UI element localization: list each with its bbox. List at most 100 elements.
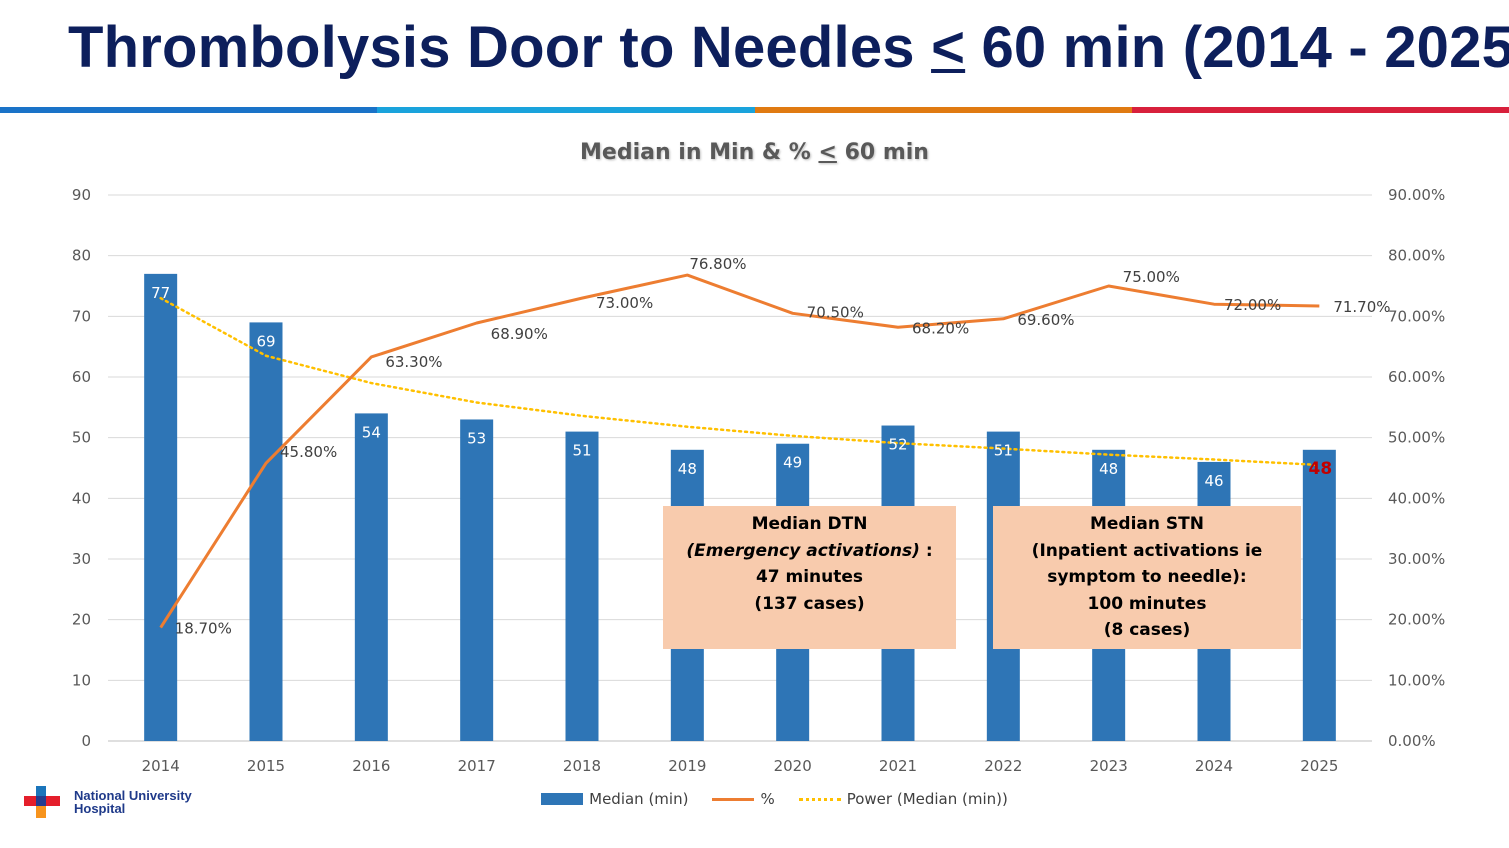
bar-median: [144, 273, 178, 741]
y-left-tick-label: 80: [72, 247, 91, 265]
callout-dtn-line2-italic: (Emergency activations): [686, 540, 920, 561]
callout-median-dtn: Median DTN (Emergency activations) : 47 …: [663, 506, 956, 649]
y-left-tick-label: 50: [72, 429, 91, 447]
y-left-tick-label: 10: [72, 671, 91, 689]
y-left-tick-label: 20: [72, 611, 91, 629]
legend-label-percent: %: [760, 790, 775, 808]
header-color-stripe: [0, 107, 1509, 113]
bar-median: [1302, 449, 1336, 741]
legend-item-median: Median (min): [541, 790, 688, 808]
y-right-tick-label: 10.00%: [1388, 671, 1445, 689]
hospital-logo: National University Hospital: [18, 784, 192, 820]
x-tick-label: 2023: [1090, 757, 1128, 775]
chart-title-before: Median in Min & %: [580, 140, 819, 165]
stripe-segment-4: [1131, 107, 1509, 113]
y-right-tick-label: 40.00%: [1388, 489, 1445, 507]
x-tick-label: 2014: [142, 757, 180, 775]
bar-data-label: 77: [151, 284, 170, 302]
line-data-label: 18.70%: [175, 620, 232, 638]
callout-dtn-line1: Median DTN: [751, 514, 868, 534]
bar-data-label: 51: [994, 442, 1013, 460]
y-left-tick-label: 90: [72, 186, 91, 204]
line-data-label: 71.70%: [1333, 298, 1390, 316]
line-data-label: 73.00%: [596, 294, 653, 312]
x-tick-label: 2022: [984, 757, 1022, 775]
chart-title-symbol: <: [818, 140, 837, 165]
bar-data-label: 48: [678, 460, 697, 478]
line-data-label: 76.80%: [689, 255, 746, 273]
callout-stn-line4: 100 minutes: [1087, 593, 1207, 614]
y-right-tick-label: 90.00%: [1388, 186, 1445, 204]
line-data-label: 75.00%: [1123, 268, 1180, 286]
x-tick-label: 2024: [1195, 757, 1233, 775]
dotted-line-swatch-icon: [798, 797, 841, 801]
line-percent: [159, 273, 1320, 629]
y-right-tick-label: 70.00%: [1388, 307, 1445, 325]
y-right-tick-label: 60.00%: [1388, 368, 1445, 386]
callout-dtn-line4: (137 cases): [754, 593, 865, 614]
trendline-power: [159, 296, 1321, 467]
logo-line1: National University: [74, 788, 192, 803]
slide-title-text-after: 60 min (2014 - 2025): [965, 15, 1509, 80]
y-left-tick-label: 30: [72, 550, 91, 568]
x-tick-label: 2019: [668, 757, 706, 775]
bar-data-label: 49: [783, 454, 802, 472]
callout-stn-line5: (8 cases): [1103, 620, 1191, 640]
y-left-tick-label: 40: [72, 489, 91, 507]
stripe-segment-2: [377, 107, 755, 113]
line-data-label: 68.90%: [491, 325, 548, 343]
bar-swatch-icon: [541, 793, 584, 805]
bar-data-label: 46: [1204, 472, 1223, 490]
bar-median: [565, 431, 599, 741]
logo-line2: Hospital: [74, 801, 126, 816]
chart-title: Median in Min & % < 60 min: [0, 140, 1509, 165]
bar-data-label: 52: [888, 436, 907, 454]
chart-title-after: 60 min: [836, 140, 929, 165]
bar-data-label: 48: [1099, 460, 1118, 478]
slide-title-symbol: <: [931, 15, 966, 80]
callout-dtn-line2: (Emergency activations) :: [663, 538, 956, 565]
y-left-tick-label: 60: [72, 368, 91, 386]
bar-median: [354, 413, 388, 741]
chart-legend: Median (min) % Power (Median (min)): [0, 790, 1509, 808]
legend-item-power: Power (Median (min)): [798, 790, 1008, 808]
stripe-segment-3: [754, 107, 1132, 113]
y-left-tick-label: 0: [81, 732, 91, 750]
callout-stn-line2: (Inpatient activations ie: [1031, 540, 1263, 561]
bar-median: [460, 419, 494, 741]
callout-median-stn: Median STN (Inpatient activations ie sym…: [993, 506, 1301, 649]
x-tick-label: 2020: [774, 757, 812, 775]
callout-dtn-line3: 47 minutes: [755, 567, 864, 587]
line-data-label: 68.20%: [912, 319, 969, 337]
line-data-label: 72.00%: [1224, 296, 1281, 314]
line-data-label: 70.50%: [807, 303, 864, 321]
x-tick-label: 2016: [352, 757, 390, 775]
callout-stn-line1: Median STN: [1089, 514, 1204, 534]
line-data-label: 63.30%: [385, 353, 442, 371]
callout-dtn-line2-suffix: :: [919, 540, 933, 561]
bar-data-label: 51: [572, 442, 591, 460]
bar-data-label: 69: [256, 332, 275, 350]
x-tick-label: 2025: [1300, 757, 1338, 775]
x-tick-label: 2015: [247, 757, 285, 775]
logo-text: National University Hospital: [74, 789, 192, 815]
line-data-label: 69.60%: [1017, 311, 1074, 329]
bar-data-label: 53: [467, 429, 486, 447]
line-data-label: 45.80%: [280, 443, 337, 461]
callout-stn-line3: symptom to needle):: [1047, 567, 1247, 587]
line-swatch-icon: [712, 797, 755, 801]
stripe-segment-1: [0, 107, 378, 113]
bar-data-label: 48: [1308, 459, 1332, 479]
y-right-tick-label: 20.00%: [1388, 611, 1445, 629]
x-tick-label: 2017: [458, 757, 496, 775]
y-left-tick-label: 70: [72, 307, 91, 325]
y-right-tick-label: 0.00%: [1388, 732, 1436, 750]
y-right-tick-label: 50.00%: [1388, 429, 1445, 447]
y-right-tick-label: 30.00%: [1388, 550, 1445, 568]
bar-median: [249, 322, 283, 741]
slide-title-text-before: Thrombolysis Door to Needles: [68, 15, 932, 80]
slide-title: Thrombolysis Door to Needles < 60 min (2…: [68, 14, 1509, 81]
legend-item-percent: %: [712, 790, 775, 808]
x-tick-label: 2018: [563, 757, 601, 775]
